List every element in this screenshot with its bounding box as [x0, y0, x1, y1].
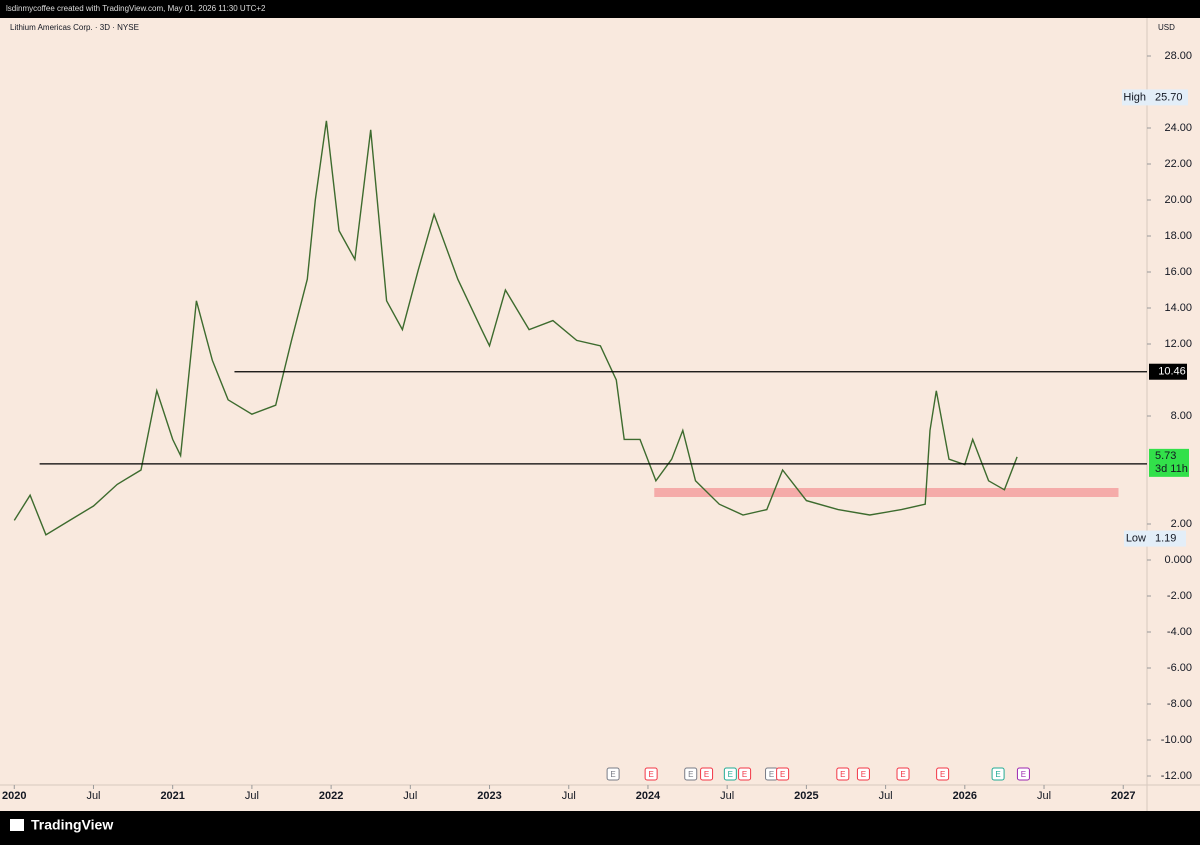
- earnings-marker: [606, 767, 620, 781]
- y-tick-label: -4.00: [1167, 626, 1192, 638]
- earnings-marker: [776, 767, 790, 781]
- x-tick-label: Jul: [245, 790, 259, 802]
- earnings-marker: [896, 767, 910, 781]
- x-tick-label: 2026: [953, 790, 977, 802]
- x-tick-label: 2023: [477, 790, 501, 802]
- plot-bg: [0, 18, 1200, 811]
- low-tag: [1124, 530, 1186, 547]
- price-line: [13, 120, 1018, 536]
- y-tick-label: 14.00: [1164, 302, 1192, 314]
- y-tick-label: 22.00: [1164, 158, 1192, 170]
- x-tick-label: 2022: [319, 790, 343, 802]
- earnings-marker: [836, 767, 850, 781]
- currency: USD: [1158, 23, 1175, 32]
- x-tick-label: 2021: [160, 790, 184, 802]
- earnings-label: E: [861, 770, 866, 779]
- x-tick-label: Jul: [562, 790, 576, 802]
- brand: TradingView: [31, 817, 113, 833]
- price-tag: [1149, 363, 1187, 380]
- logo-mark: [10, 819, 24, 831]
- y-tick-label: -12.00: [1161, 770, 1192, 782]
- earnings-label: E: [648, 770, 653, 779]
- earnings-label: E: [1021, 770, 1026, 779]
- y-tick-label: 20.00: [1164, 194, 1192, 206]
- credit: lsdinmycoffee created with TradingView.c…: [6, 4, 266, 13]
- earnings-marker: [644, 767, 658, 781]
- y-tick-label: -2.00: [1167, 590, 1192, 602]
- last-price-tag: [1149, 448, 1189, 477]
- high-tag: [1122, 89, 1188, 106]
- earnings-marker: [936, 767, 950, 781]
- earnings-label: E: [728, 770, 733, 779]
- y-tick-label: -6.00: [1167, 662, 1192, 674]
- y-tick-label: 0.000: [1164, 554, 1192, 566]
- earnings-marker: [723, 767, 737, 781]
- earnings-label: E: [995, 770, 1000, 779]
- earnings-label: E: [940, 770, 945, 779]
- x-tick-label: Jul: [1037, 790, 1051, 802]
- y-tick-label: 16.00: [1164, 266, 1192, 278]
- y-tick-label: 18.00: [1164, 230, 1192, 242]
- y-tick-label: 28.00: [1164, 50, 1192, 62]
- y-tick-label: 2.00: [1171, 518, 1192, 530]
- earnings-label: E: [742, 770, 747, 779]
- earnings-label: E: [610, 770, 615, 779]
- earnings-label: E: [900, 770, 905, 779]
- x-tick-label: 2025: [794, 790, 818, 802]
- low-value: 1.19: [1155, 532, 1176, 544]
- earnings-marker: [738, 767, 752, 781]
- y-tick-label: -10.00: [1161, 734, 1192, 746]
- symbol-title: Lithium Americas Corp. · 3D · NYSE: [10, 23, 139, 32]
- y-tick-label: 12.00: [1164, 338, 1192, 350]
- earnings-label: E: [840, 770, 845, 779]
- earnings-label: E: [769, 770, 774, 779]
- y-tick-label: 8.00: [1171, 410, 1192, 422]
- price-tag-label: 10.46: [1158, 366, 1186, 378]
- x-tick-label: Jul: [86, 790, 100, 802]
- high-value: 25.70: [1155, 91, 1183, 103]
- x-tick-label: Jul: [720, 790, 734, 802]
- earnings-marker: [700, 767, 714, 781]
- y-tick-label: 24.00: [1164, 122, 1192, 134]
- earnings-label: E: [704, 770, 709, 779]
- earnings-label: E: [688, 770, 693, 779]
- x-tick-label: Jul: [403, 790, 417, 802]
- low-label: Low: [1126, 532, 1146, 544]
- x-tick-label: 2027: [1111, 790, 1135, 802]
- high-label: High: [1123, 91, 1146, 103]
- earnings-marker: [684, 767, 698, 781]
- earnings-marker: [991, 767, 1005, 781]
- last-price: 5.73: [1155, 450, 1176, 462]
- y-tick-label: -8.00: [1167, 698, 1192, 710]
- x-tick-label: 2024: [636, 790, 661, 802]
- earnings-marker: [1016, 767, 1030, 781]
- x-tick-label: Jul: [879, 790, 893, 802]
- earnings-label: E: [780, 770, 785, 779]
- support-zone: [654, 488, 1119, 497]
- x-tick-label: 2020: [2, 790, 26, 802]
- earnings-marker: [856, 767, 870, 781]
- countdown: 3d 11h: [1155, 463, 1188, 475]
